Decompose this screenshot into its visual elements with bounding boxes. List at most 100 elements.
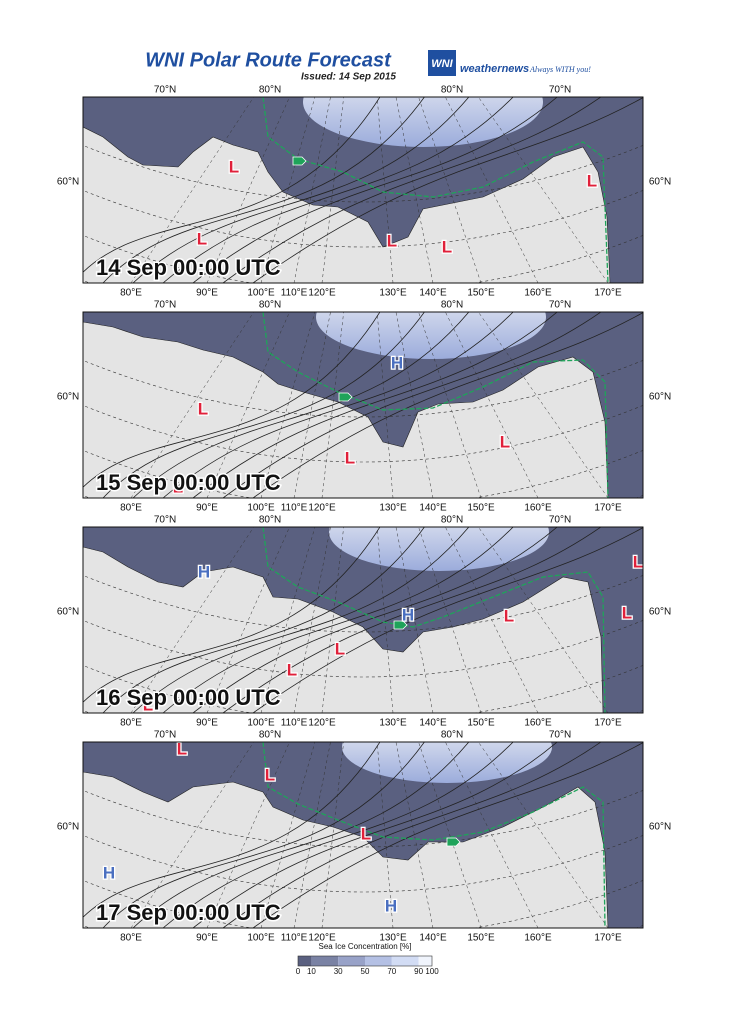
- lat-label: 60°N: [57, 607, 79, 618]
- map-layers: [83, 742, 643, 928]
- pressure-center: L: [361, 824, 371, 843]
- legend-swatch: [365, 956, 392, 966]
- pressure-center: H: [103, 863, 115, 882]
- pressure-center: H: [198, 562, 210, 581]
- latitude-line: [83, 235, 643, 283]
- isobar: [222, 527, 602, 713]
- legend-swatch: [298, 956, 312, 966]
- meridian: [130, 312, 255, 498]
- lon-label: 150°E: [467, 503, 495, 514]
- map-layers: [83, 312, 643, 498]
- route: [262, 742, 606, 928]
- pressure-center: L: [442, 237, 452, 256]
- isobar: [192, 527, 558, 713]
- lon-label: 130°E: [379, 718, 407, 729]
- isobar: [252, 742, 643, 928]
- sea-ice: [342, 742, 552, 783]
- isobar: [132, 312, 470, 498]
- pressure-center: H: [385, 896, 397, 915]
- pressure-center: L: [622, 603, 632, 622]
- latitude-line: [83, 880, 643, 928]
- lat-label: 80°N: [259, 300, 281, 311]
- lon-label: 170°E: [594, 288, 622, 299]
- legend-tick: 30: [334, 967, 343, 976]
- latitude-line: [83, 360, 643, 418]
- lon-label: 120°E: [308, 288, 336, 299]
- isobar: [162, 312, 514, 498]
- legend-tick: 70: [387, 967, 396, 976]
- isobar: [83, 312, 381, 488]
- sea: [83, 97, 643, 283]
- legend-title: Sea Ice Concentration [%]: [319, 942, 412, 951]
- timestamp: 14 Sep 00:00 UTC: [96, 255, 281, 280]
- lon-label: 80°E: [120, 933, 142, 944]
- meridian: [260, 527, 316, 713]
- latitude-line: [83, 620, 643, 678]
- meridian: [478, 742, 609, 928]
- legend-swatch: [391, 956, 419, 966]
- isobar: [132, 527, 470, 713]
- latitude-line: [83, 790, 643, 848]
- lon-label: 160°E: [524, 933, 552, 944]
- lon-label: 100°E: [247, 288, 275, 299]
- meridian: [206, 527, 290, 713]
- latitude-line: [83, 575, 643, 633]
- lon-label: 90°E: [196, 718, 218, 729]
- meridian: [130, 97, 255, 283]
- isobar: [192, 742, 558, 928]
- pressure-center: L: [177, 739, 187, 758]
- isobar: [162, 527, 514, 713]
- lon-label: 110°E: [281, 718, 308, 729]
- route: [262, 527, 606, 713]
- lat-label: 80°N: [259, 85, 281, 96]
- isobar: [102, 312, 425, 498]
- legend-tick: 50: [361, 967, 370, 976]
- isobar: [132, 742, 470, 928]
- sea: [83, 742, 643, 928]
- isobar: [83, 97, 381, 273]
- lon-label: 170°E: [594, 718, 622, 729]
- lat-label: 70°N: [154, 730, 176, 741]
- lon-label: 120°E: [308, 718, 336, 729]
- timestamp: 15 Sep 00:00 UTC: [96, 470, 281, 495]
- lat-label: 60°N: [57, 822, 79, 833]
- lon-label: 160°E: [524, 288, 552, 299]
- legend-tick: 0: [296, 967, 301, 976]
- route: [262, 97, 609, 283]
- isobar: [83, 527, 381, 703]
- meridian: [418, 97, 482, 283]
- timestamp: 17 Sep 00:00 UTC: [96, 900, 281, 925]
- lon-label: 80°E: [120, 503, 142, 514]
- lat-label: 80°N: [259, 515, 281, 526]
- lat-label: 60°N: [649, 177, 671, 188]
- legend-tick: 90: [414, 967, 423, 976]
- lon-label: 150°E: [467, 933, 495, 944]
- lon-label: 140°E: [419, 288, 447, 299]
- lon-label: 110°E: [281, 503, 308, 514]
- meridian: [206, 97, 290, 283]
- lat-label: 60°N: [649, 607, 671, 618]
- meridian: [478, 97, 609, 283]
- latitude-line: [83, 665, 643, 713]
- pressure-center: L: [143, 695, 153, 714]
- legend-tick: 10: [307, 967, 316, 976]
- pressure-center: L: [345, 448, 355, 467]
- latitude-line: [83, 145, 643, 203]
- map-layers: [83, 527, 643, 713]
- legend-frame: [297, 955, 433, 967]
- lat-label: 60°N: [57, 177, 79, 188]
- lon-label: 100°E: [247, 933, 275, 944]
- lat-label: 60°N: [649, 392, 671, 403]
- latitude-line: [83, 450, 643, 498]
- map-panel: L L L H H 17 Sep 00:00 UTC: [82, 738, 644, 929]
- isobar: [192, 312, 558, 498]
- sea: [83, 312, 643, 498]
- isobar: [162, 742, 514, 928]
- isobar: [252, 97, 643, 283]
- lon-label: 150°E: [467, 288, 495, 299]
- isobar: [252, 312, 643, 498]
- map-panel: L L L L L 14 Sep 00:00 UTC: [82, 96, 644, 284]
- logo-text: weathernews: [460, 63, 529, 75]
- latitude-line: [83, 835, 643, 893]
- pressure-center: L: [633, 552, 643, 571]
